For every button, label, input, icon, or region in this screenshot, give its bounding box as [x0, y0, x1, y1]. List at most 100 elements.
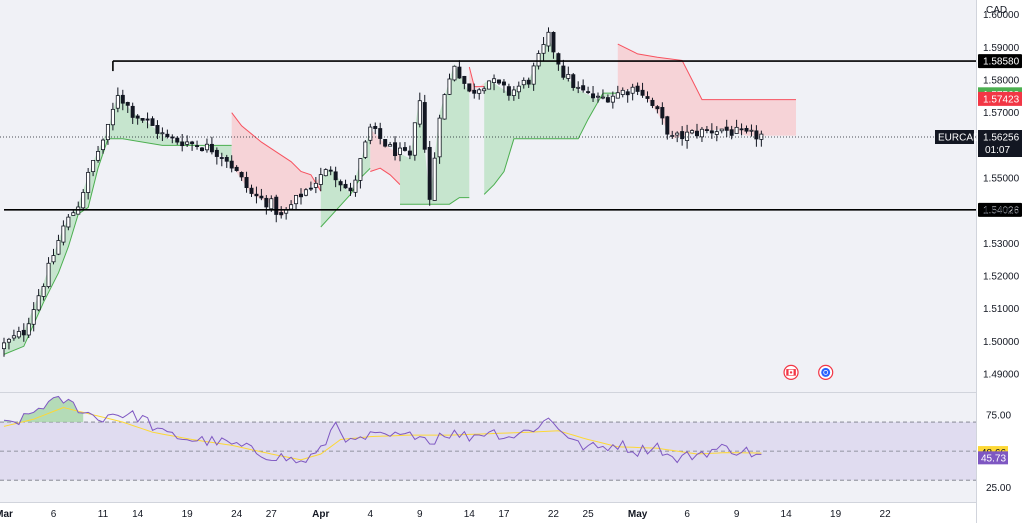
time-tick-label: 14: [781, 509, 793, 520]
candle-down-body: [680, 131, 685, 140]
candle: [96, 145, 101, 163]
stop-band-fill-6: [484, 37, 618, 195]
candle-down-body: [744, 127, 749, 132]
candle: [224, 154, 229, 168]
candle-down-body: [333, 171, 338, 181]
candle: [294, 194, 299, 210]
candle: [531, 62, 536, 91]
stop-line-4: [400, 197, 470, 205]
candle-up-body: [91, 160, 96, 173]
candle: [437, 114, 442, 164]
candle-up-body: [96, 150, 101, 161]
candle: [427, 140, 432, 206]
candle-up-body: [675, 132, 680, 136]
candle-down-body: [472, 89, 477, 94]
candle: [393, 136, 398, 161]
candle: [620, 87, 625, 98]
candle-down-body: [165, 133, 170, 138]
candle: [397, 142, 402, 162]
candle: [195, 140, 200, 150]
price-pane: [0, 0, 976, 392]
globe-icon[interactable]: [818, 364, 834, 380]
candle-up-body: [397, 147, 402, 155]
candle-up-body: [452, 65, 457, 81]
candle-down-body: [21, 329, 26, 336]
candle: [338, 179, 343, 192]
candle-down-body: [704, 129, 709, 131]
price-tick-label: 1.54000: [983, 206, 1020, 217]
candle: [21, 323, 26, 342]
level-badge: [978, 202, 1022, 217]
candle-up-body: [6, 338, 11, 343]
candle-up-body: [204, 143, 209, 151]
candle-down-body: [581, 85, 586, 91]
globe-line: [823, 369, 829, 375]
candle: [442, 93, 447, 120]
candle-up-body: [615, 92, 620, 99]
candle: [101, 138, 106, 154]
rsi-tick-label: 75.00: [986, 410, 1011, 421]
candle-down-body: [625, 91, 630, 96]
candle: [11, 329, 16, 341]
candle-up-body: [16, 331, 21, 338]
time-tick-label: 19: [182, 509, 194, 520]
time-tick-label: Apr: [312, 509, 329, 520]
candle-up-body: [412, 122, 417, 156]
candle: [645, 91, 650, 103]
lower-band-badge: [978, 91, 1022, 106]
candle: [185, 135, 190, 147]
candle: [66, 214, 71, 231]
candle: [665, 115, 670, 140]
candle-up-body: [289, 204, 294, 210]
rsi-tick-label: 25.00: [986, 483, 1011, 494]
candle-down-body: [427, 146, 432, 200]
rsi-value-badge: [978, 451, 1008, 465]
candle-down-body: [145, 118, 150, 121]
candle-down-body: [244, 177, 249, 189]
candle: [447, 73, 452, 96]
candle-down-body: [170, 136, 175, 139]
candle: [660, 102, 665, 125]
time-tick-label: 22: [880, 509, 892, 520]
candle-up-body: [71, 212, 76, 216]
candle-up-body: [447, 78, 452, 95]
candle-down-body: [457, 66, 462, 79]
candle: [472, 83, 477, 99]
candle-down-body: [462, 75, 467, 84]
candle: [26, 317, 31, 338]
candle: [125, 101, 130, 113]
candle-up-body: [101, 139, 106, 151]
candle-down-body: [561, 65, 566, 78]
candle: [155, 120, 160, 140]
candle: [170, 134, 175, 144]
candle: [695, 123, 700, 139]
candle-up-body: [46, 262, 51, 288]
candle-down-body: [155, 125, 160, 134]
stop-band-fill-1: [231, 112, 321, 218]
candle: [709, 123, 714, 139]
candle-up-body: [86, 171, 91, 193]
candle: [412, 122, 417, 161]
candle-down-body: [378, 128, 383, 139]
candle-up-body: [294, 194, 299, 205]
candle: [635, 82, 640, 96]
candle: [561, 59, 566, 80]
candle-down-body: [655, 106, 660, 110]
candle: [363, 140, 368, 159]
time-tick-label: 27: [266, 509, 278, 520]
canada-flag-icon[interactable]: [783, 364, 799, 380]
candle-down-body: [125, 102, 130, 106]
candle-up-body: [630, 86, 635, 94]
time-tick-label: 19: [830, 509, 842, 520]
candle: [254, 186, 259, 204]
candle: [343, 179, 348, 189]
candle: [526, 77, 531, 88]
candle: [130, 102, 135, 124]
candle: [190, 140, 195, 151]
candle: [135, 114, 140, 125]
candle-up-body: [670, 135, 675, 137]
time-tick-label: 22: [548, 509, 560, 520]
candle: [373, 122, 378, 135]
level-badge: [978, 54, 1022, 69]
